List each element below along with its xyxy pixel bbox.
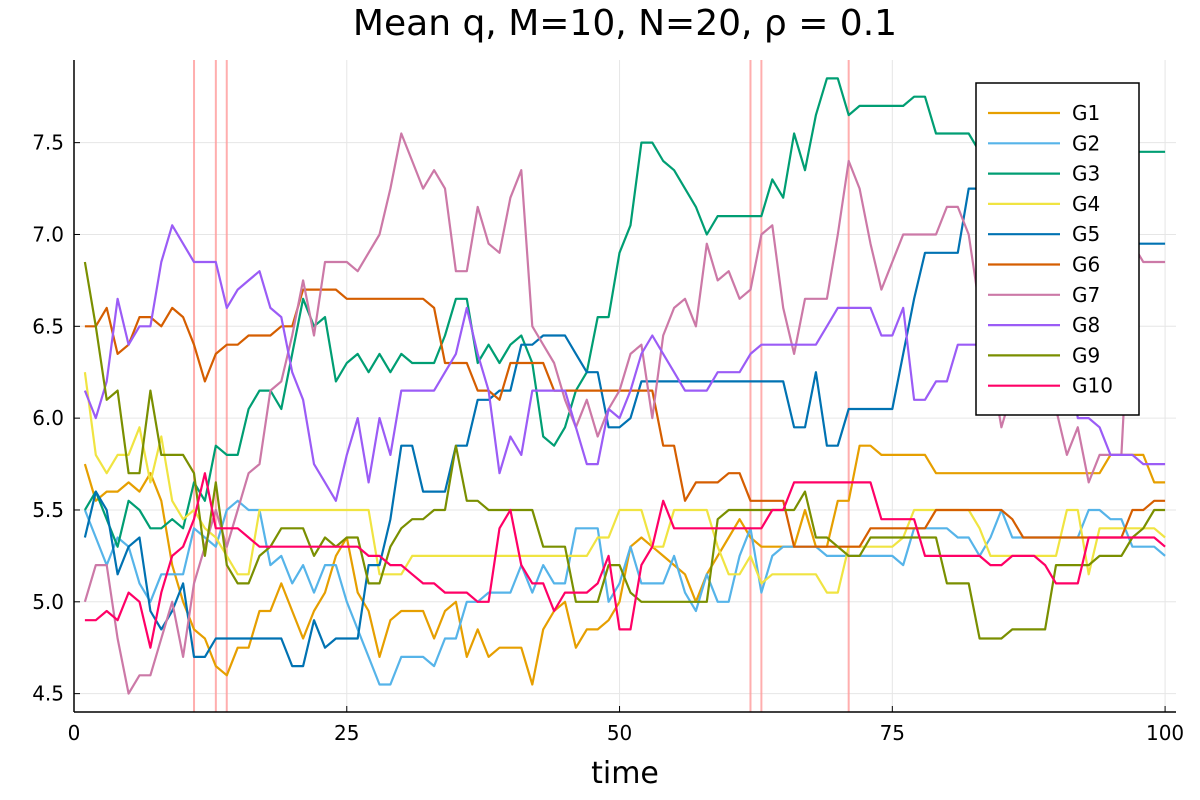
x-tick-label: 75 xyxy=(880,721,905,745)
x-ticks: 0 25 50 75 100 xyxy=(68,706,1184,745)
axes xyxy=(73,60,1176,713)
series-line-g1 xyxy=(83,444,1166,686)
event-lines xyxy=(193,60,850,712)
y-tick-label: 5.0 xyxy=(32,590,64,614)
x-tick-label: 100 xyxy=(1146,721,1184,745)
legend: G1 G2 G3 G4 G5 G6 G7 G8 G9 G10 xyxy=(975,82,1140,416)
legend-label-g7: G7 xyxy=(1072,283,1100,307)
y-ticks: 4.5 5.0 5.5 6.0 6.5 7.0 7.5 xyxy=(32,131,80,706)
legend-label-g3: G3 xyxy=(1072,162,1100,186)
series-line-g4 xyxy=(83,372,1166,594)
legend-label-g6: G6 xyxy=(1072,253,1100,277)
series-line-g10 xyxy=(84,472,1166,649)
series-line-g6 xyxy=(84,288,1166,548)
legend-box xyxy=(975,82,1140,416)
x-tick-label: 0 xyxy=(68,721,81,745)
y-tick-label: 6.0 xyxy=(32,406,64,430)
y-tick-label: 7.5 xyxy=(32,131,64,155)
y-tick-label: 6.5 xyxy=(32,314,64,338)
y-tick-label: 4.5 xyxy=(32,682,64,706)
y-tick-label: 7.0 xyxy=(32,222,64,246)
x-tick-label: 50 xyxy=(607,721,632,745)
series-line-g9 xyxy=(83,261,1166,640)
chart-title: Mean q, M=10, N=20, ρ = 0.1 xyxy=(353,3,897,44)
legend-label-g5: G5 xyxy=(1072,222,1100,246)
series-line-g2 xyxy=(83,499,1166,686)
x-tick-label: 25 xyxy=(334,721,359,745)
legend-label-g10: G10 xyxy=(1072,374,1113,398)
legend-label-g2: G2 xyxy=(1072,131,1100,155)
legend-label-g1: G1 xyxy=(1072,101,1100,125)
legend-label-g9: G9 xyxy=(1072,343,1100,367)
legend-label-g8: G8 xyxy=(1072,313,1100,337)
y-tick-label: 5.5 xyxy=(32,498,64,522)
legend-label-g4: G4 xyxy=(1072,192,1100,216)
x-axis-label: time xyxy=(591,756,659,791)
